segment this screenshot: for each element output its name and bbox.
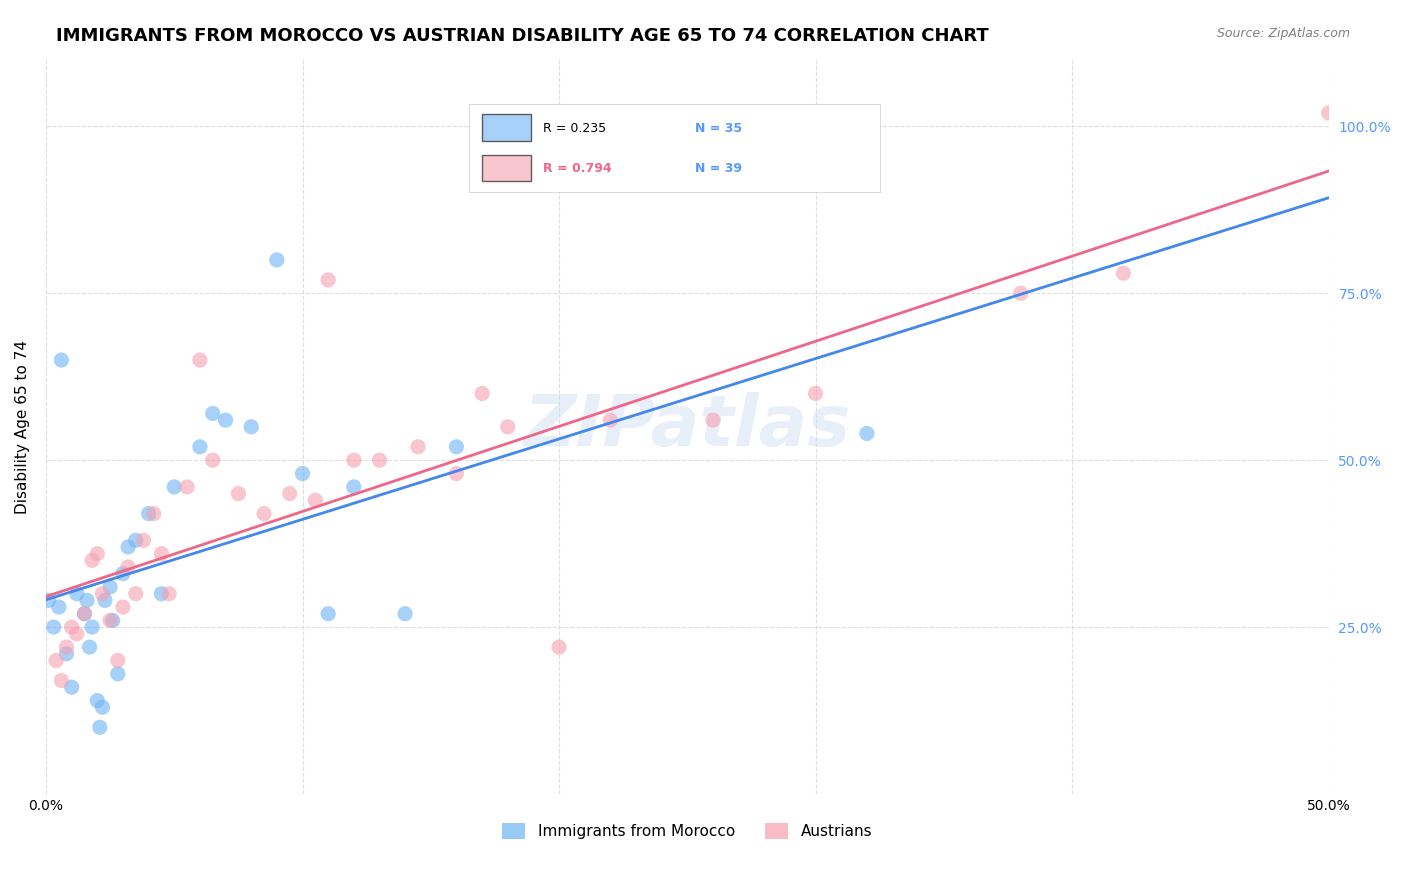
Point	[98, 614, 121, 628]
Point	[89, 720, 111, 734]
Point	[266, 252, 288, 267]
Point	[94, 593, 117, 607]
Point	[368, 453, 391, 467]
Point	[253, 507, 276, 521]
Point	[804, 386, 827, 401]
Point	[138, 507, 160, 521]
Point	[86, 547, 108, 561]
Point	[117, 560, 139, 574]
Point	[86, 693, 108, 707]
Point	[55, 647, 77, 661]
Point	[1010, 286, 1032, 301]
Point	[548, 640, 571, 654]
Legend: Immigrants from Morocco, Austrians: Immigrants from Morocco, Austrians	[496, 817, 879, 845]
Point	[82, 553, 104, 567]
Point	[117, 540, 139, 554]
Point	[142, 507, 165, 521]
Point	[73, 607, 96, 621]
Point	[125, 533, 148, 548]
Point	[42, 620, 65, 634]
Point	[201, 453, 224, 467]
Point	[1317, 106, 1340, 120]
Point	[45, 653, 67, 667]
Point	[55, 640, 77, 654]
Point	[111, 566, 134, 581]
Point	[240, 419, 263, 434]
Point	[132, 533, 155, 548]
Point	[394, 607, 416, 621]
Point	[98, 580, 121, 594]
Point	[201, 407, 224, 421]
Point	[304, 493, 326, 508]
Point	[496, 419, 519, 434]
Point	[60, 680, 83, 694]
Point	[316, 273, 339, 287]
Y-axis label: Disability Age 65 to 74: Disability Age 65 to 74	[15, 340, 30, 514]
Text: IMMIGRANTS FROM MOROCCO VS AUSTRIAN DISABILITY AGE 65 TO 74 CORRELATION CHART: IMMIGRANTS FROM MOROCCO VS AUSTRIAN DISA…	[56, 27, 988, 45]
Point	[471, 386, 494, 401]
Point	[278, 486, 301, 500]
Point	[1112, 266, 1135, 280]
Point	[599, 413, 621, 427]
Point	[91, 587, 114, 601]
Point	[163, 480, 186, 494]
Point	[76, 593, 98, 607]
Point	[51, 673, 73, 688]
Point	[446, 467, 468, 481]
Point	[66, 587, 89, 601]
Text: ZIPatlas: ZIPatlas	[523, 392, 851, 461]
Point	[48, 600, 70, 615]
Point	[150, 587, 173, 601]
Point	[188, 440, 211, 454]
Point	[51, 353, 73, 368]
Point	[228, 486, 250, 500]
Point	[79, 640, 101, 654]
Point	[125, 587, 148, 601]
Point	[107, 666, 129, 681]
Point	[66, 627, 89, 641]
Point	[38, 593, 60, 607]
Point	[150, 547, 173, 561]
Point	[702, 413, 724, 427]
Point	[111, 600, 134, 615]
Point	[101, 614, 124, 628]
Point	[291, 467, 314, 481]
Point	[343, 480, 366, 494]
Point	[176, 480, 198, 494]
Point	[82, 620, 104, 634]
Point	[157, 587, 180, 601]
Point	[343, 453, 366, 467]
Point	[214, 413, 236, 427]
Point	[91, 700, 114, 714]
Point	[316, 607, 339, 621]
Point	[107, 653, 129, 667]
Point	[856, 426, 879, 441]
Point	[73, 607, 96, 621]
Point	[60, 620, 83, 634]
Point	[188, 353, 211, 368]
Point	[406, 440, 429, 454]
Point	[446, 440, 468, 454]
Text: Source: ZipAtlas.com: Source: ZipAtlas.com	[1216, 27, 1350, 40]
